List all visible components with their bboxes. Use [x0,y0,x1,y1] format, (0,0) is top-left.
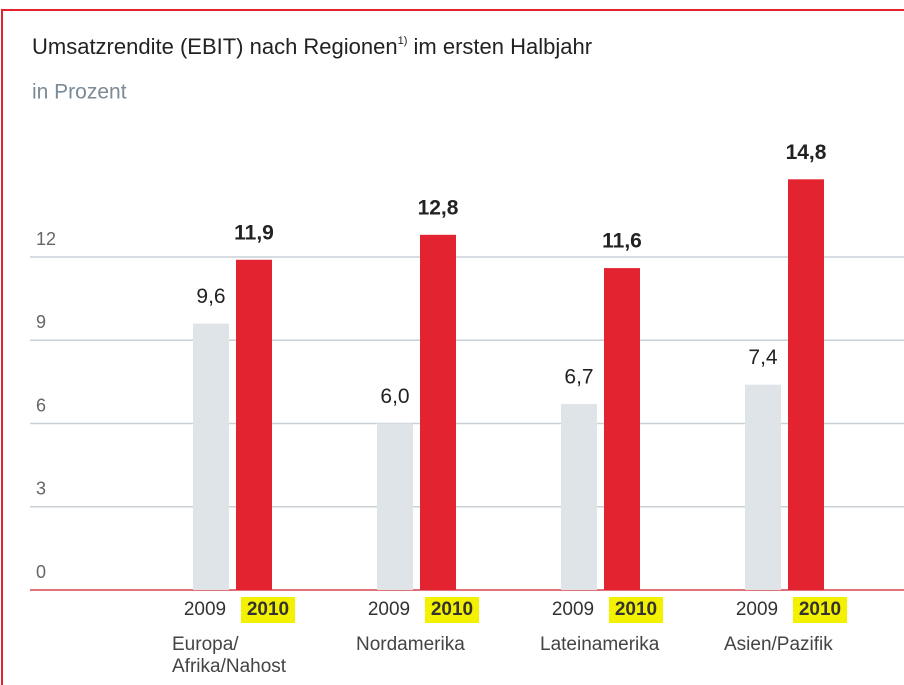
x-tick-label: Asien/Pazifik [724,634,833,655]
series-label: 2010 [431,599,473,620]
highlight [241,597,295,623]
x-tick-label: Europa/ Afrika/Nahost [172,634,287,677]
bar [420,234,456,591]
value-label: 7,4 [748,346,778,369]
series-label: 2010 [615,599,657,620]
value-label: 11,6 [602,230,642,253]
bar [788,179,824,591]
frame [1,9,904,685]
series-label: 2009 [368,599,410,620]
series-label: 2010 [799,599,841,620]
value-label: 9,6 [196,285,225,308]
bar [561,404,597,590]
series-label: 2009 [736,599,778,620]
y-tick-label: 12 [36,229,56,249]
highlight [425,597,479,623]
bar [604,268,640,590]
bar [745,384,781,590]
subtitle: in Prozent [32,81,127,104]
value-label: 12,8 [418,196,459,219]
series-label: 2009 [184,599,226,620]
bar [236,259,272,590]
value-label: 11,9 [234,221,274,244]
y-tick-label: 6 [36,395,46,415]
value-label: 14,8 [786,141,827,164]
bar [377,423,413,590]
series-label: 2009 [552,599,594,620]
series-label: 2010 [247,599,289,620]
y-tick-label: 3 [36,479,46,499]
highlight [609,597,663,623]
y-tick-label: 9 [36,312,46,332]
y-tick-label: 0 [36,562,46,582]
value-label: 6,0 [380,385,409,408]
x-tick-label: Lateinamerika [540,634,660,655]
bar [193,323,229,590]
x-tick-label: Nordamerika [356,634,465,655]
highlight [793,597,847,623]
chart-title: Umsatzrendite (EBIT) nach Regionen1) im … [32,34,592,59]
value-label: 6,7 [564,366,593,389]
